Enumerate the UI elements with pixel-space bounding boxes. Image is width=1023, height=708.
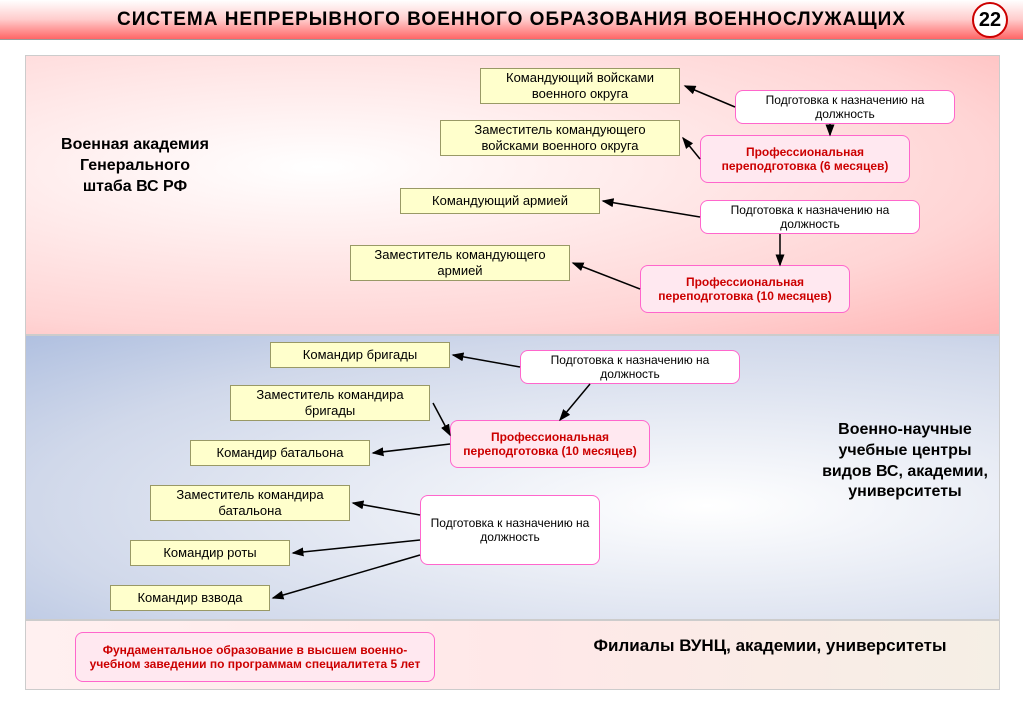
training-t4: Профессиональная переподготовка (10 меся…	[640, 265, 850, 313]
position-p8: Заместитель командира батальона	[150, 485, 350, 521]
foundation-box: Фундаментальное образование в высшем вое…	[75, 632, 435, 682]
training-t5: Подготовка к назначению на должность	[520, 350, 740, 384]
training-t6: Профессиональная переподготовка (10 меся…	[450, 420, 650, 468]
page-title: СИСТЕМА НЕПРЕРЫВНОГО ВОЕННОГО ОБРАЗОВАНИ…	[117, 9, 906, 31]
training-t1: Подготовка к назначению на должность	[735, 90, 955, 124]
training-t2: Профессиональная переподготовка (6 месяц…	[700, 135, 910, 183]
position-p4: Заместитель командующего армией	[350, 245, 570, 281]
region-mid-label: Военно-научные учебные центры видов ВС, …	[820, 420, 990, 503]
header-bar: СИСТЕМА НЕПРЕРЫВНОГО ВОЕННОГО ОБРАЗОВАНИ…	[0, 0, 1023, 40]
position-p6: Заместитель командира бригады	[230, 385, 430, 421]
region-bot-label: Филиалы ВУНЦ, академии, университеты	[570, 635, 970, 657]
position-p5: Командир бригады	[270, 342, 450, 368]
diagram-canvas: Военная академия Генерального штаба ВС Р…	[0, 40, 1023, 708]
page-number-badge: 22	[972, 2, 1008, 38]
position-p2: Заместитель командующего войсками военно…	[440, 120, 680, 156]
region-top-label: Военная академия Генерального штаба ВС Р…	[55, 135, 215, 197]
position-p7: Командир батальона	[190, 440, 370, 466]
training-t3: Подготовка к назначению на должность	[700, 200, 920, 234]
position-p10: Командир взвода	[110, 585, 270, 611]
position-p1: Командующий войсками военного округа	[480, 68, 680, 104]
position-p3: Командующий армией	[400, 188, 600, 214]
position-p9: Командир роты	[130, 540, 290, 566]
training-t7: Подготовка к назначению на должность	[420, 495, 600, 565]
